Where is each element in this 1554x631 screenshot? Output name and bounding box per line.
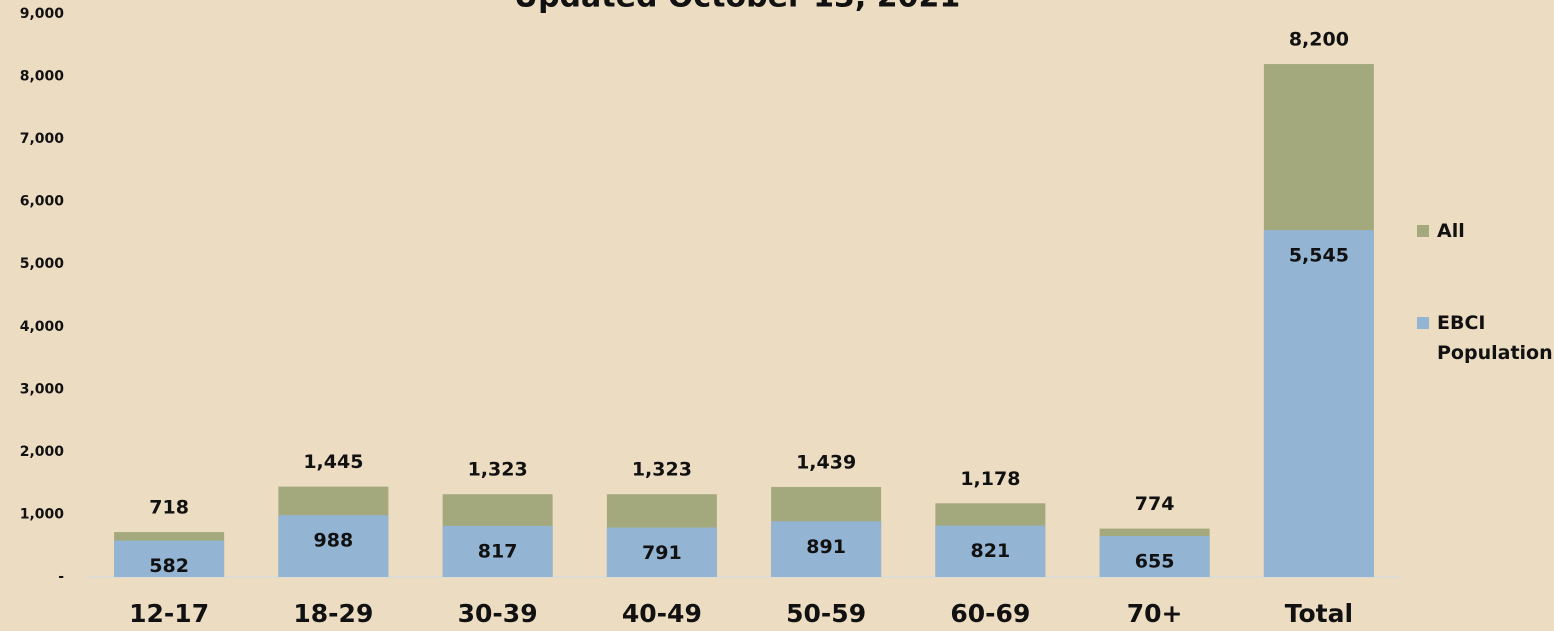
bar [442,525,553,577]
data-label: 5,545 [1289,245,1349,267]
data-label: 718 [149,497,189,519]
y-tick-label: 9,000 [20,6,65,22]
y-tick-label: 3,000 [20,381,65,397]
legend-label: All [1437,220,1465,242]
data-label: 1,323 [468,459,528,481]
data-label: 821 [971,540,1011,562]
data-label: 1,445 [303,451,363,473]
bar [771,521,882,577]
bar [114,540,225,577]
bar [606,527,717,577]
x-tick-label: 12-17 [129,599,209,628]
y-tick-label: 5,000 [20,256,65,272]
legend-label: EBCI Population [1437,312,1553,364]
data-label: 8,200 [1289,29,1349,51]
bar [1263,230,1374,577]
y-tick-label: 4,000 [20,319,65,335]
data-label: 988 [314,530,354,552]
bar [935,525,1046,577]
legend-item: EBCI Population [1417,308,1553,368]
data-label: 1,323 [632,459,692,481]
legend-swatch [1417,225,1429,237]
data-label: 891 [806,536,846,558]
y-tick-label: 6,000 [20,194,65,210]
legend-swatch [1417,317,1429,329]
x-tick-label: Total [1285,599,1353,628]
y-tick-label: 1,000 [20,506,65,522]
y-tick-label: - [58,569,64,585]
data-label: 655 [1135,551,1175,573]
y-tick-label: 2,000 [20,444,65,460]
bar [1099,536,1210,577]
x-tick-label: 60-69 [950,599,1030,628]
x-tick-label: 18-29 [293,599,373,628]
data-label: 1,439 [796,451,856,473]
chart-title: Updated October 13, 2021 [514,0,961,15]
data-label: 582 [149,555,189,577]
data-label: 1,178 [960,468,1020,490]
y-tick-label: 7,000 [20,131,65,147]
bar [278,515,389,577]
x-tick-label: 30-39 [458,599,538,628]
data-label: 791 [642,542,682,564]
data-label: 817 [478,540,518,562]
x-tick-label: 50-59 [786,599,866,628]
data-label: 774 [1135,493,1175,515]
legend-item: All [1417,216,1552,246]
x-tick-label: 40-49 [622,599,702,628]
x-tick-label: 70+ [1127,599,1183,628]
y-tick-label: 8,000 [20,69,65,85]
